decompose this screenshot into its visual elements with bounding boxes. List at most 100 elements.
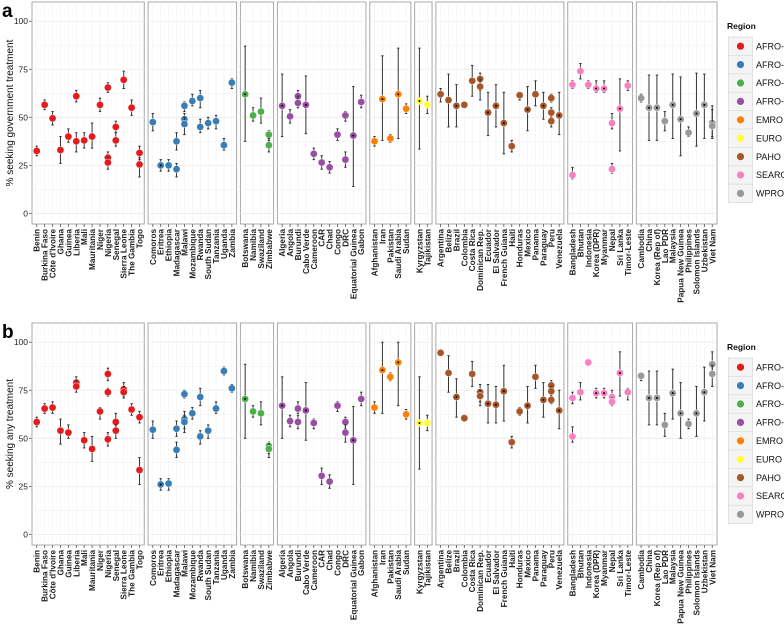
data-point [32,418,41,426]
x-tick-label: Mauritania [88,229,97,270]
data-point [80,436,89,445]
data-point [468,370,477,378]
legend-key-afro-s [736,79,745,87]
x-tick-label: Algeria [278,550,287,578]
data-point [188,409,197,418]
data-point-marker [418,421,421,424]
x-tick-label: CAR [318,229,327,247]
y-tick-label: 100 [14,337,28,347]
data-point-marker [159,483,162,486]
data-point [220,141,228,150]
data-point [317,158,326,167]
data-point [436,348,445,357]
x-tick-label: Korea (Rep of) [653,229,662,286]
x-tick-label: Mexico [524,229,533,257]
facet-background [567,1,634,225]
legend-label: AFRO-S [756,399,784,409]
data-point [325,163,334,172]
x-tick-label: Tajikistan [423,229,432,266]
x-tick-label: Brazil [452,550,461,572]
x-tick-label: Burundi [294,550,303,581]
legend-label: PAHO [756,473,781,483]
data-point [402,410,411,419]
data-point-marker [487,111,490,114]
x-tick-label: Guinea [64,550,73,578]
x-tick-label: South Sudan [204,550,213,600]
data-point-marker [542,104,545,107]
data-point [180,418,189,426]
x-tick-label: French Guiana [500,550,509,608]
legend-key-paho [736,474,745,482]
data-point-marker [418,99,421,102]
data-point-marker [603,392,606,395]
facet-background [239,322,275,546]
x-tick-label: Senegal [112,550,121,581]
data-point [547,395,556,404]
x-tick-label: Côte d'Ivoire [49,229,58,279]
data-point [135,466,144,474]
x-tick-label: Timor-Leste [624,550,633,597]
x-tick-label: Namibia [249,550,258,582]
data-point [96,100,104,109]
x-tick-label: Algeria [278,229,287,257]
panel-b: b% seeking any treatment0255075100BeninB… [2,322,784,624]
x-tick-label: Equatorial Guinea [349,229,358,300]
data-point [196,123,205,131]
data-point-marker [397,361,400,364]
legend-key-afro-c [736,42,745,50]
data-point-marker [304,103,307,106]
legend-key-paho [736,153,745,161]
legend-label: AFRO-E [756,60,784,70]
x-tick-label: Zambia [228,550,237,579]
x-tick-label: Chad [326,229,335,249]
data-point [684,420,693,428]
data-point [623,81,632,90]
data-point [172,165,181,174]
data-point-marker [352,439,355,442]
x-tick-label: Swaziland [257,229,266,269]
data-point [172,137,181,146]
x-tick-label: CAR [318,550,327,568]
x-tick-label: Costa Rica [468,550,477,593]
data-point [135,148,144,157]
x-tick-label: Uzbekistan [700,550,709,593]
data-point [531,372,540,381]
y-tick-label: 75 [19,64,29,74]
x-tick-label: Uganda [220,550,229,580]
x-tick-label: Pakistan [386,550,395,584]
x-tick-label: Guinea [64,229,73,257]
x-tick-label: Botswana [241,550,250,589]
data-point [264,444,273,453]
data-point [423,419,432,427]
data-point [660,117,669,126]
x-tick-label: Viet Nam [708,550,717,585]
x-tick-label: Saudi Arabia [394,550,403,600]
x-tick-label: Nigeria [104,550,113,578]
x-tick-label: Ghana [56,550,65,576]
data-point-marker [603,87,606,90]
x-tick-label: China [645,229,654,252]
x-tick-label: Colombia [460,229,469,267]
data-point [40,100,49,109]
legend-title: Region [727,342,756,352]
data-point [476,392,485,400]
data-point [568,394,577,402]
data-point [317,471,326,480]
x-tick-label: Honduras [516,550,525,589]
data-point-marker [526,108,529,111]
data-point [40,404,49,413]
x-tick-label: Cambodia [637,229,646,269]
x-tick-label: Malaysia [669,229,678,264]
x-tick-label: Niger [96,549,105,571]
data-point [164,161,173,170]
x-tick-label: Venezuela [555,229,564,269]
data-point-marker [502,122,505,125]
facet-background [414,322,433,546]
data-point [460,414,469,423]
data-point-marker [595,87,598,90]
legend-key-afro-s [736,400,745,408]
data-point [684,128,693,137]
x-tick-label: Cabo Verde [302,550,311,595]
data-point [135,413,144,422]
